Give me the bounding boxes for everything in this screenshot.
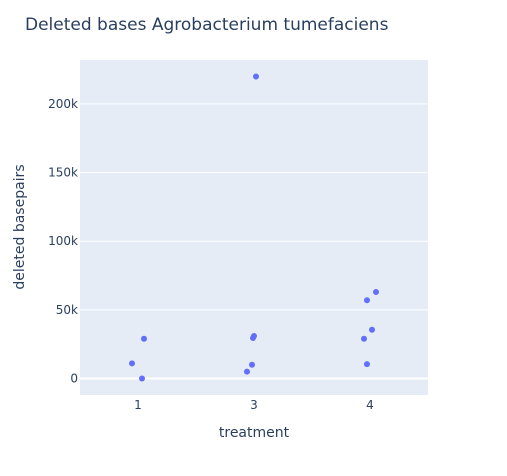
data-point[interactable] [141,335,147,342]
y-tick-label: 50k [56,303,78,317]
data-point[interactable] [364,361,370,368]
data-point[interactable] [244,368,250,375]
data-point[interactable] [361,335,367,342]
points-layer [129,73,379,382]
data-point[interactable] [373,289,379,296]
x-axis-title: treatment [219,425,290,441]
y-tick-label: 150k [48,166,78,180]
x-tick-label: 4 [366,398,374,412]
y-tick-label: 0 [70,372,78,386]
x-tick-label: 1 [134,398,142,412]
data-point[interactable] [139,375,145,382]
data-point[interactable] [129,360,135,367]
data-point[interactable] [364,297,370,304]
y-tick-label: 200k [48,97,78,111]
y-axis-title: deleted basepairs [12,164,28,289]
plot-area [80,60,428,395]
y-tick-labels: 0 50k 100k 150k 200k [48,97,78,386]
x-tick-label: 3 [250,398,258,412]
y-tick-label: 100k [48,234,78,248]
grid-layer [80,103,428,380]
chart-title: Deleted bases Agrobacterium tumefaciens [25,15,389,35]
data-point[interactable] [249,361,255,368]
x-tick-labels: 1 3 4 [134,398,374,412]
data-point[interactable] [369,326,375,333]
data-point[interactable] [250,335,256,342]
data-point[interactable] [253,73,259,80]
